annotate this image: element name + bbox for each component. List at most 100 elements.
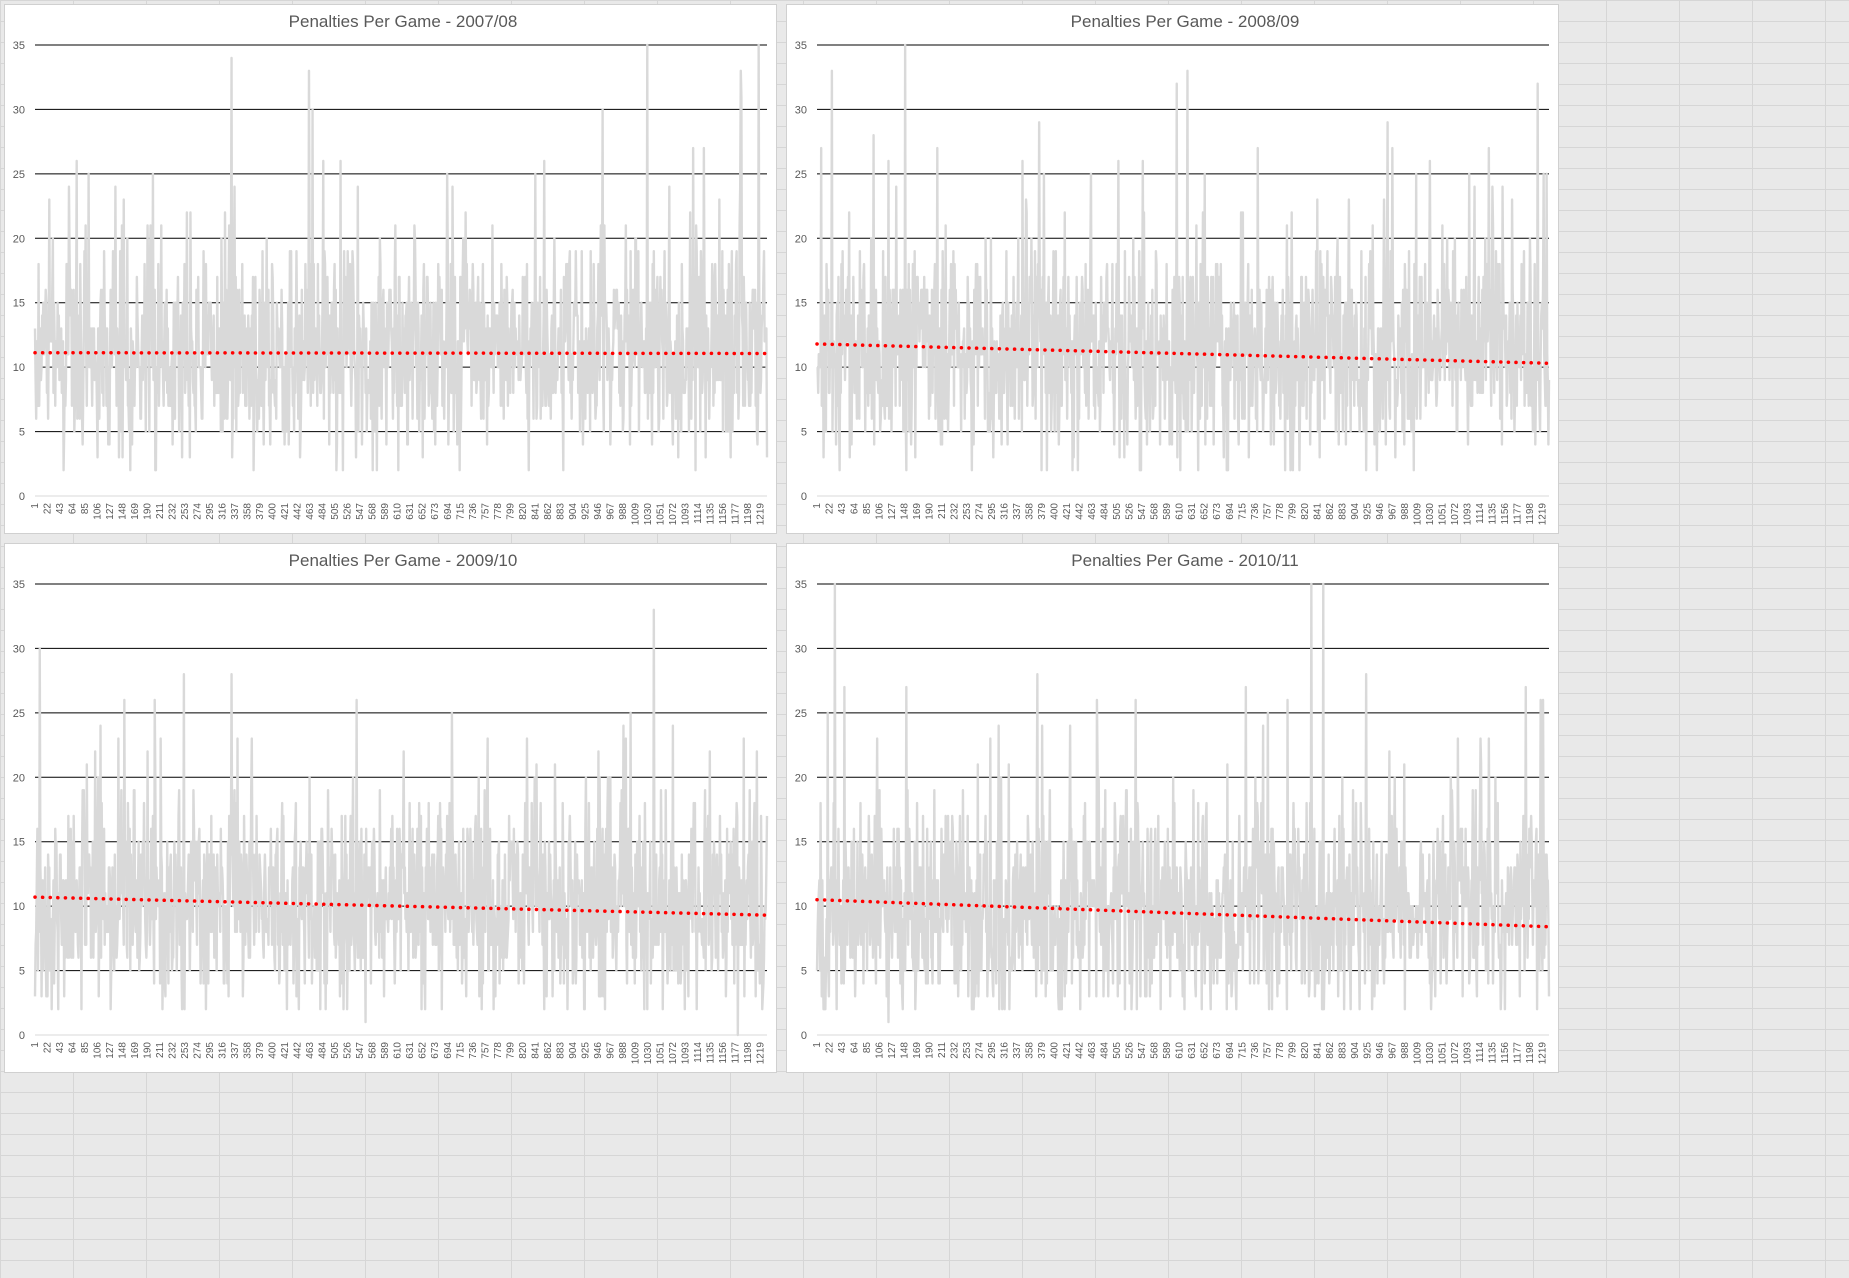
x-tick-label: 862	[1325, 1042, 1336, 1059]
chart-panel-2008-09: Penalties Per Game - 2008/09 0 5 10 15 20 25 30…	[786, 4, 1559, 534]
x-tick-label: 1198	[743, 1042, 754, 1064]
x-tick-label: 1156	[718, 503, 729, 525]
y-tick-label: 30	[13, 643, 25, 655]
x-tick-label: 253	[180, 503, 191, 520]
chart-title: Penalties Per Game - 2008/09	[1071, 12, 1300, 31]
x-tick-label: 1051	[655, 1042, 666, 1065]
x-tick-label: 400	[1050, 1042, 1061, 1059]
x-tick-label: 1093	[680, 1042, 691, 1065]
y-tick-label: 35	[13, 579, 25, 591]
x-tick-label: 64	[850, 1042, 861, 1054]
x-tick-label: 652	[418, 503, 429, 520]
x-tick-label: 1156	[718, 1042, 729, 1064]
x-tick-label: 232	[168, 1042, 179, 1059]
x-tick-label: 715	[1237, 1042, 1248, 1059]
chart-2007-08: Penalties Per Game - 2007/08 0 5 10 15 20 25 30…	[13, 12, 769, 526]
x-tick-label: 127	[105, 503, 116, 520]
x-tick-label: 85	[862, 503, 873, 515]
x-tick-label: 841	[1312, 1042, 1323, 1059]
x-tick-label: 757	[1262, 503, 1273, 520]
x-tick-label: 1177	[1512, 1042, 1523, 1064]
x-tick-label: 946	[1375, 1042, 1386, 1059]
x-tick-label: 316	[1000, 1042, 1011, 1059]
x-tick-label: 463	[305, 503, 316, 520]
y-tick-label: 10	[795, 901, 807, 913]
series-line	[33, 43, 769, 472]
x-tick-label: 778	[493, 503, 504, 520]
y-tick-label: 30	[795, 643, 807, 655]
x-tick-label: 148	[900, 1042, 911, 1059]
x-tick-label: 358	[243, 503, 254, 520]
x-tick-label: 547	[355, 1042, 366, 1059]
x-tick-label: 484	[1100, 1042, 1111, 1059]
chart-2010-11: Penalties Per Game - 2010/11 0 5 10 15 20 25 30…	[795, 551, 1551, 1065]
x-tick-label: 43	[837, 503, 848, 515]
x-tick-label: 127	[887, 503, 898, 520]
x-tick-label: 22	[43, 1042, 54, 1054]
x-tick-label: 694	[1225, 1042, 1236, 1059]
x-tick-label: 820	[518, 1042, 529, 1059]
x-tick-label: 967	[605, 1042, 616, 1059]
x-tick-label: 1030	[1425, 1042, 1436, 1065]
x-tick-label: 925	[1362, 1042, 1373, 1059]
x-tick-label: 526	[343, 503, 354, 520]
x-tick-label: 316	[218, 1042, 229, 1059]
x-tick-label: 841	[530, 1042, 541, 1059]
x-tick-label: 883	[555, 503, 566, 520]
x-tick-label: 64	[850, 503, 861, 515]
chart-panel-2009-10: Penalties Per Game - 2009/10 0 5 10 15 20 25 30…	[4, 543, 777, 1073]
x-tick-label: 925	[1362, 503, 1373, 520]
x-tick-label: 988	[618, 1042, 629, 1059]
x-tick-label: 43	[55, 1042, 66, 1054]
x-tick-label: 568	[1150, 503, 1161, 520]
x-tick-label: 631	[405, 503, 416, 520]
x-tick-label: 169	[912, 1042, 923, 1059]
x-tick-label: 400	[268, 503, 279, 520]
x-tick-label: 841	[1312, 503, 1323, 520]
y-tick-label: 30	[795, 104, 807, 116]
y-tick-label: 20	[13, 772, 25, 784]
chart-title: Penalties Per Game - 2007/08	[289, 12, 518, 31]
x-tick-label: 673	[430, 1042, 441, 1059]
x-tick-label: 883	[555, 1042, 566, 1059]
x-tick-label: 463	[1087, 503, 1098, 520]
x-tick-label: 1198	[1525, 1042, 1536, 1064]
x-tick-label: 1051	[1437, 503, 1448, 526]
x-tick-label: 652	[418, 1042, 429, 1059]
x-tick-label: 547	[1137, 503, 1148, 520]
x-tick-label: 883	[1337, 503, 1348, 520]
x-tick-label: 589	[1162, 1042, 1173, 1059]
x-tick-label: 904	[1350, 503, 1361, 520]
x-tick-label: 673	[1212, 503, 1223, 520]
x-tick-label: 442	[1075, 503, 1086, 520]
x-tick-label: 904	[568, 1042, 579, 1059]
x-tick-label: 22	[825, 1042, 836, 1054]
trendline	[33, 350, 769, 356]
y-tick-label: 25	[795, 708, 807, 720]
x-tick-label: 1009	[630, 1042, 641, 1065]
x-tick-label: 1072	[1450, 503, 1461, 526]
x-tick-label: 1072	[1450, 1042, 1461, 1065]
x-tick-label: 358	[243, 1042, 254, 1059]
x-tick-label: 232	[950, 1042, 961, 1059]
chart-title: Penalties Per Game - 2010/11	[1071, 551, 1298, 570]
x-tick-label: 421	[1062, 1042, 1073, 1059]
x-tick-label: 1	[812, 1042, 823, 1048]
y-tick-label: 5	[19, 427, 25, 439]
x-tick-label: 505	[1112, 1042, 1123, 1059]
y-tick-label: 35	[795, 40, 807, 52]
x-tick-label: 190	[925, 503, 936, 520]
x-tick-label: 736	[1250, 503, 1261, 520]
x-tick-label: 1219	[755, 503, 766, 526]
trendline	[815, 342, 1551, 366]
x-tick-label: 988	[1400, 1042, 1411, 1059]
x-tick-label: 1219	[1537, 1042, 1548, 1065]
x-tick-label: 148	[118, 1042, 129, 1059]
chart-panel-2010-11: Penalties Per Game - 2010/11 0 5 10 15 20 25 30…	[786, 543, 1559, 1073]
x-tick-label: 22	[43, 503, 54, 515]
x-tick-label: 547	[355, 503, 366, 520]
x-tick-label: 1198	[1525, 503, 1536, 525]
series-line	[33, 608, 769, 1037]
x-tick-label: 715	[455, 1042, 466, 1059]
y-tick-label: 20	[795, 233, 807, 245]
